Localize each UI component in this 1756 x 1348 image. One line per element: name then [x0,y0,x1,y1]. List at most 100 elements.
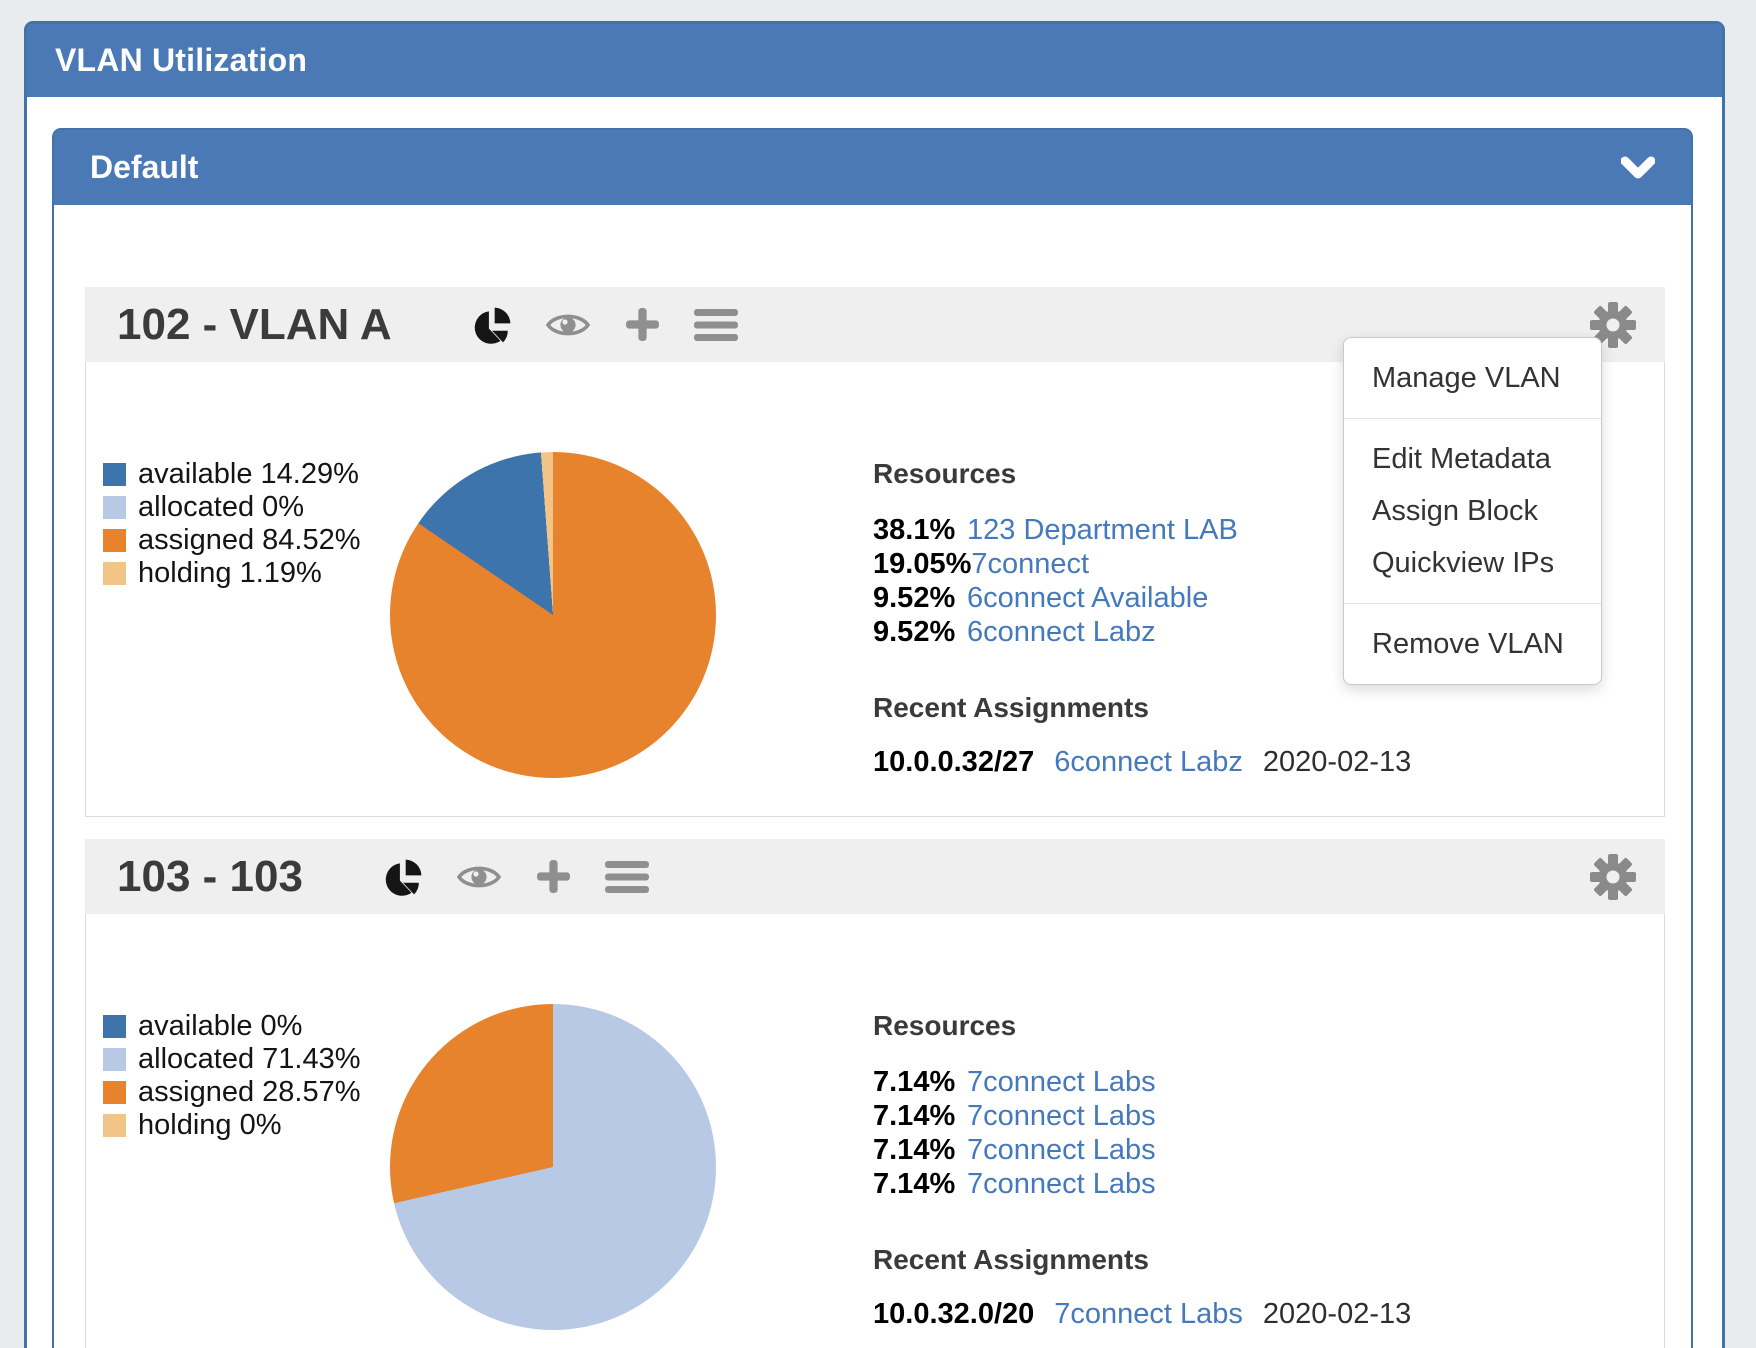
resource-percent: 7.14% [873,1100,956,1132]
menu-icon [604,860,649,893]
legend-item: available 14.29% [103,458,361,491]
view-button[interactable] [545,309,591,341]
recent-assignments-heading: Recent Assignments [873,692,1149,723]
resource-percent: 9.52% [873,582,956,614]
plus-icon [536,860,570,893]
legend-label: holding 1.19% [138,557,322,589]
vlan-settings-menu: Manage VLAN Edit Metadata Assign Block Q… [1343,337,1602,685]
vlan-card-103: 103 - 103 [85,839,1665,1348]
menu-item-quickview-ips[interactable]: Quickview IPs [1372,547,1555,579]
legend-item: holding 0% [103,1109,361,1142]
vlan-title: 102 - VLAN A [117,299,392,349]
resource-percent: 38.1% [873,514,956,546]
list-button[interactable] [693,308,738,341]
resource-percent: 9.52% [873,616,956,648]
resource-row: 19.05% 7connect [873,548,1573,582]
resources-list: 7.14% 7connect Labs 7.14% 7connect Labs … [873,1066,1573,1202]
legend-swatch-available [103,463,126,486]
list-button[interactable] [604,860,649,893]
legend-item: allocated 71.43% [103,1043,361,1076]
resource-link[interactable]: 7connect Labs [967,1100,1156,1132]
legend-item: holding 1.19% [103,557,361,590]
vlan-stats: Resources 38.1% 123 Department LAB 19.05… [873,458,1573,779]
resource-link[interactable]: 7connect Labs [967,1168,1156,1200]
add-button[interactable] [624,306,661,343]
chart-toggle-button[interactable] [381,856,423,898]
legend-label: allocated 71.43% [138,1043,361,1075]
menu-item-edit-metadata[interactable]: Edit Metadata [1372,443,1551,475]
resources-heading: Resources [873,1010,1017,1041]
vlan-utilization-panel: VLAN Utilization Default 102 - [24,21,1725,1348]
page-title: VLAN Utilization [55,42,308,78]
resource-link[interactable]: 7connect Labs [967,1066,1156,1098]
resource-percent: 7.14% [873,1066,956,1098]
legend-swatch-holding [103,1114,126,1137]
resources-list: 38.1% 123 Department LAB 19.05% 7connect… [873,514,1573,650]
legend-label: holding 0% [138,1109,282,1141]
legend-swatch-allocated [103,1048,126,1071]
menu-group: Manage VLAN [1344,338,1601,418]
recent-assignment-row: 10.0.32.0/20 7connect Labs 2020-02-13 [873,1298,1573,1331]
resource-link[interactable]: 123 Department LAB [967,514,1238,546]
menu-group: Edit Metadata Assign Block Quickview IPs [1344,418,1601,603]
default-section-header[interactable]: Default [54,130,1691,205]
legend-swatch-holding [103,562,126,585]
resources-heading: Resources [873,458,1017,489]
resource-percent: 19.05% [873,548,972,580]
menu-group: Remove VLAN [1344,603,1601,684]
assignment-link[interactable]: 6connect Labz [1054,746,1243,778]
view-button[interactable] [456,861,502,893]
vlan-stats: Resources 7.14% 7connect Labs 7.14% 7con… [873,1010,1573,1331]
resource-row: 9.52% 6connect Available [873,582,1573,616]
resource-link[interactable]: 7connect [971,548,1090,580]
panel-header: VLAN Utilization [27,24,1722,97]
legend-swatch-assigned [103,1081,126,1104]
card-toolbar [470,304,738,346]
eye-icon [456,866,502,887]
default-section: Default 102 - VLAN A [52,128,1693,1348]
utilization-pie-chart [390,1004,716,1330]
resource-row: 38.1% 123 Department LAB [873,514,1573,548]
resource-percent: 7.14% [873,1134,956,1166]
resource-link[interactable]: 7connect Labs [967,1134,1156,1166]
legend-item: available 0% [103,1010,361,1043]
resource-row: 7.14% 7connect Labs [873,1168,1573,1202]
legend-item: assigned 84.52% [103,524,361,557]
legend-item: allocated 0% [103,491,361,524]
pie-chart-icon [474,307,511,344]
legend-swatch-available [103,1015,126,1038]
collapse-section-button[interactable] [1621,156,1655,180]
menu-item-manage-vlan[interactable]: Manage VLAN [1372,362,1561,394]
vlan-card-body: available 0% allocated 71.43% assigned 2… [85,914,1665,1348]
resource-link[interactable]: 6connect Labz [967,616,1156,648]
assignment-link[interactable]: 7connect Labs [1054,1298,1243,1330]
pie-legend: available 0% allocated 71.43% assigned 2… [103,1010,361,1142]
eye-icon [545,314,590,335]
menu-item-assign-block[interactable]: Assign Block [1372,495,1539,527]
plus-icon [625,308,659,341]
resource-row: 9.52% 6connect Labz [873,616,1573,650]
legend-swatch-allocated [103,496,126,519]
legend-label: assigned 84.52% [138,524,361,556]
default-section-title: Default [90,149,199,185]
vlan-settings-button[interactable] [1589,853,1637,901]
vlan-card-102: 102 - VLAN A [85,287,1665,817]
card-toolbar [381,856,649,898]
menu-icon [693,308,738,341]
menu-item-remove-vlan[interactable]: Remove VLAN [1372,628,1564,660]
utilization-pie-chart [390,452,716,778]
resource-row: 7.14% 7connect Labs [873,1100,1573,1134]
resource-link[interactable]: 6connect Available [967,582,1209,614]
pie-chart-icon [385,859,422,896]
recent-assignments-heading: Recent Assignments [873,1244,1149,1275]
vlan-card-header: 103 - 103 [85,839,1665,914]
chart-toggle-button[interactable] [470,304,512,346]
assignment-block: 10.0.32.0/20 [873,1298,1035,1330]
vlan-settings-button[interactable] [1589,301,1637,349]
legend-label: assigned 28.57% [138,1076,361,1108]
vlan-card-header: 102 - VLAN A [85,287,1665,362]
add-button[interactable] [535,858,572,895]
chevron-down-icon [1621,156,1655,178]
panel-body: Default 102 - VLAN A [27,97,1722,1348]
gear-icon [1590,853,1636,900]
